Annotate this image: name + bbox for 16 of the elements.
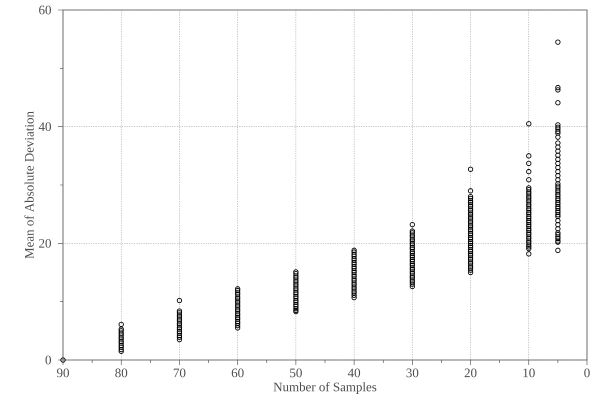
y-tick-label: 0	[46, 356, 51, 364]
x-tick-label: 20	[464, 368, 477, 378]
x-tick-label: 40	[348, 368, 360, 378]
x-tick-label: 80	[115, 368, 128, 378]
y-axis-title: Mean of Absolute Deviation	[24, 111, 34, 259]
x-tick-label: 60	[232, 368, 244, 378]
x-tick-label: 30	[406, 368, 418, 378]
y-tick-label: 40	[38, 122, 51, 132]
y-tick-label: 60	[39, 6, 51, 14]
x-tick-label: 0	[584, 368, 590, 378]
y-tick-label: 20	[39, 238, 51, 248]
x-tick-label: 50	[290, 368, 302, 378]
x-axis-title: Number of Samples	[274, 382, 376, 394]
x-tick-label: 90	[56, 368, 69, 378]
x-tick-label: 70	[174, 368, 186, 378]
x-tick-label: 10	[523, 368, 535, 378]
